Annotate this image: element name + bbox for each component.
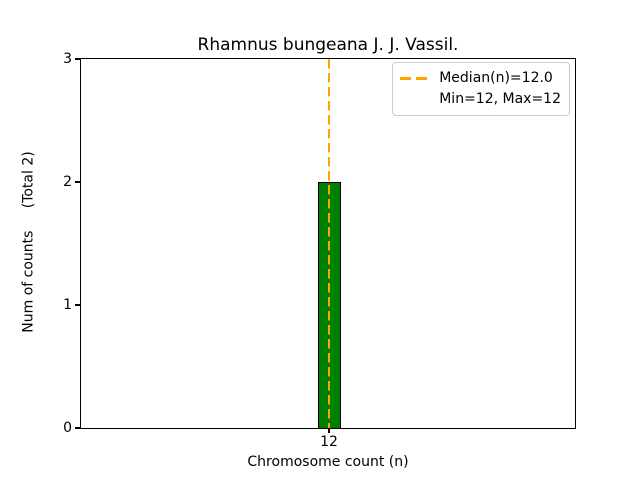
x-tick-label-12: 12: [320, 434, 338, 450]
y-tick-label-2: 2: [63, 174, 72, 190]
x-axis-label: Chromosome count (n): [247, 454, 409, 470]
y-tick-mark-0: [75, 427, 80, 429]
chart-title: Rhamnus bungeana J. J. Vassil.: [197, 35, 459, 55]
y-tick-label-1: 1: [63, 297, 72, 313]
legend-label-median: Median(n)=12.0: [439, 70, 553, 86]
median-dashed-line-legend-marker: [400, 77, 431, 80]
y-tick-mark-2: [75, 181, 80, 183]
empty-legend-marker: [400, 98, 430, 101]
legend: Median(n)=12.0 Min=12, Max=12: [392, 62, 570, 116]
y-axis-label: Num of counts (Total 2): [20, 151, 37, 333]
legend-entry-minmax: Min=12, Max=12: [400, 89, 561, 110]
y-tick-label-3: 3: [63, 51, 72, 67]
plot-area: Median(n)=12.0 Min=12, Max=12 0 1 2 3 12: [63, 52, 576, 449]
legend-label-minmax: Min=12, Max=12: [439, 91, 561, 107]
y-tick-mark-3: [75, 58, 80, 60]
x-tick-mark-12: [328, 428, 330, 433]
legend-entry-median: Median(n)=12.0: [400, 68, 561, 89]
median-line: [327, 59, 331, 428]
y-tick-label-0: 0: [63, 420, 72, 436]
y-tick-mark-1: [75, 304, 80, 306]
